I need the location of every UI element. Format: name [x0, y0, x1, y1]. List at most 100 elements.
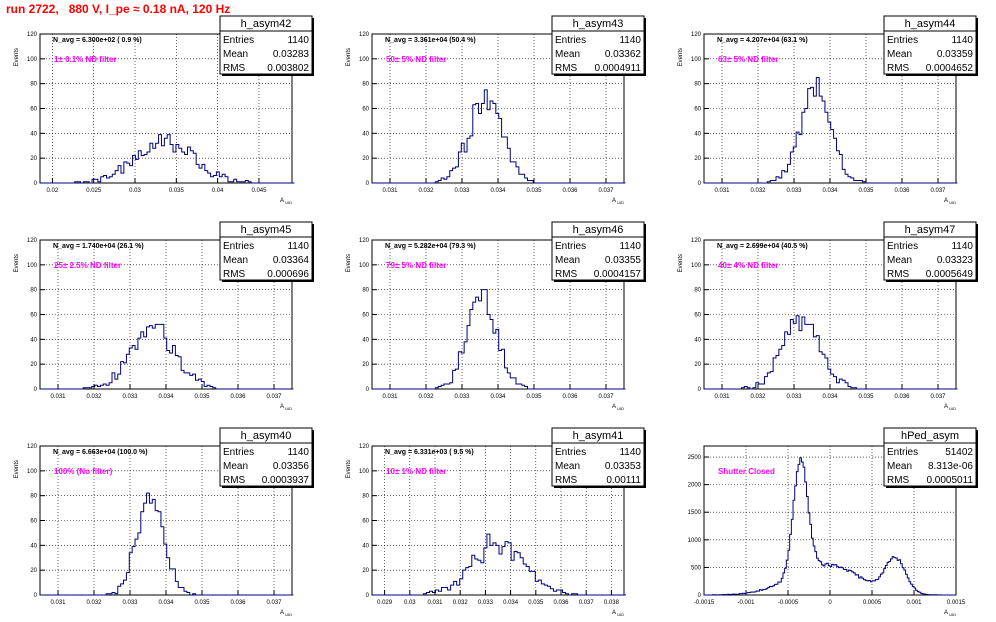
stats-label-mean: Mean [223, 255, 248, 266]
y-axis-label: Events [678, 254, 684, 272]
x-tick-label: 0.035 [858, 394, 874, 400]
x-tick-label: 0.035 [528, 600, 544, 606]
y-tick-label: 120 [359, 444, 370, 450]
histogram-panel-h_asym47: 0.031 0.032 0.033 0.034 0.035 0.036 0.037 0 20 40… [678, 221, 978, 411]
histogram-name: hPed_asym [901, 430, 959, 442]
y-tick-label: 500 [691, 565, 702, 571]
x-tick-label: 0.037 [598, 394, 614, 400]
x-tick-label: 0.033 [454, 394, 470, 400]
x-tick-label: 0.032 [750, 394, 766, 400]
histogram-name: h_asym46 [573, 224, 624, 236]
y-tick-label: 80 [362, 288, 369, 294]
stats-label-mean: Mean [887, 255, 912, 266]
x-tick-label: 0.037 [598, 188, 614, 194]
x-tick-label: 0.037 [579, 600, 595, 606]
y-tick-label: 40 [362, 543, 369, 549]
x-tick-label: 0.032 [750, 188, 766, 194]
stats-label-entries: Entries [555, 447, 586, 458]
stats-label-rms: RMS [555, 475, 578, 486]
histogram-panel-h_asym40: 0.031 0.032 0.033 0.034 0.035 0.036 0.037 0 20 40… [14, 427, 314, 617]
stats-box-frame [883, 221, 977, 281]
x-tick-label: 0.02 [47, 188, 59, 194]
y-tick-label: 60 [694, 107, 701, 113]
histogram-panel-h_asym45: 0.031 0.032 0.033 0.034 0.035 0.036 0.037 0 20 40… [14, 221, 314, 411]
stats-value-entries: 1140 [951, 35, 973, 46]
x-tick-label: 0.031 [50, 600, 66, 606]
navg-label: N_avg = 6.663e+04 (100.0 %) [53, 449, 148, 456]
histogram-line [372, 289, 626, 390]
histogram-panel-h_asym46: 0.031 0.032 0.033 0.034 0.035 0.036 0.037 0 20 40… [346, 221, 646, 411]
y-tick-label: 120 [359, 32, 370, 38]
stats-box-frame [219, 221, 313, 281]
stats-label-entries: Entries [555, 241, 586, 252]
x-tick-label: -0.0015 [694, 600, 715, 606]
stats-value-entries: 1140 [287, 241, 309, 252]
stats-box: h_asym44 Entries 1140 Mean 0.03359 RMS 0.00046… [883, 15, 978, 76]
histogram-line [704, 457, 956, 596]
stats-value-rms: 0.0003937 [262, 475, 310, 486]
x-axis-label: A UID [280, 610, 292, 617]
histogram-name: h_asym45 [241, 224, 292, 236]
histogram-panel-h_asym44: 0.031 0.032 0.033 0.034 0.035 0.036 0.037 0 20 40… [678, 15, 978, 205]
x-axis-label: A UID [944, 404, 956, 411]
x-tick-label: 0.036 [230, 394, 246, 400]
y-tick-label: 40 [362, 131, 369, 137]
y-tick-label: 60 [30, 313, 37, 319]
x-tick-label: 0.036 [230, 600, 246, 606]
x-tick-label: -0.001 [737, 600, 755, 606]
histogram-line [372, 533, 627, 596]
x-tick-label: 0.036 [553, 600, 569, 606]
histogram-name: h_asym41 [573, 430, 624, 442]
y-tick-label: 20 [362, 568, 369, 574]
navg-label: N_avg = 6.331e+03 ( 9.5 %) [385, 449, 474, 456]
y-tick-label: 100 [359, 57, 370, 63]
y-tick-label: 40 [30, 543, 37, 549]
y-tick-label: 80 [362, 494, 369, 500]
stats-value-entries: 1140 [287, 35, 309, 46]
y-tick-label: 40 [30, 131, 37, 137]
y-tick-label: 0 [34, 181, 38, 187]
y-tick-label: 2000 [688, 483, 702, 489]
y-tick-label: 40 [694, 131, 701, 137]
y-tick-label: 40 [30, 337, 37, 343]
x-axis-label: A UID [612, 198, 624, 205]
stats-value-entries: 1140 [619, 241, 641, 252]
y-tick-label: 2500 [688, 455, 702, 461]
x-tick-label: 0.037 [266, 600, 282, 606]
x-tick-label: 0.031 [714, 394, 730, 400]
y-tick-label: 20 [694, 156, 701, 162]
stats-box-frame [551, 15, 645, 75]
stats-label-mean: Mean [555, 49, 580, 60]
x-tick-label: 0.036 [562, 188, 578, 194]
x-tick-label: 0.032 [418, 188, 434, 194]
stats-value-mean: 0.03283 [273, 49, 310, 60]
histogram-name: h_asym47 [905, 224, 956, 236]
x-axis-label: A UID [280, 198, 292, 205]
histogram-line [40, 492, 294, 596]
y-tick-label: 20 [30, 568, 37, 574]
x-tick-label: 0.034 [822, 394, 838, 400]
x-tick-label: 0.036 [562, 394, 578, 400]
stats-label-mean: Mean [887, 49, 912, 60]
filter-annotation: 40± 4% ND filter [718, 261, 778, 270]
y-tick-label: 0 [366, 387, 370, 393]
histogram-line [704, 315, 958, 390]
stats-label-rms: RMS [223, 63, 246, 74]
stats-box: h_asym41 Entries 1140 Mean 0.03353 RMS 0.00111 [551, 427, 646, 488]
stats-value-rms: 0.0004157 [594, 269, 642, 280]
x-tick-label: 0.031 [382, 394, 398, 400]
stats-box-frame [219, 15, 313, 75]
x-tick-label: 0.034 [822, 188, 838, 194]
y-tick-label: 40 [694, 337, 701, 343]
y-tick-label: 0 [366, 181, 370, 187]
y-tick-label: 80 [30, 494, 37, 500]
y-tick-label: 0 [698, 593, 702, 599]
filter-annotation: 1± 0.1% ND filter [54, 55, 117, 64]
navg-label: N_avg = 3.361e+04 (50.4 %) [385, 37, 476, 44]
stats-box-frame [883, 15, 977, 75]
stats-label-mean: Mean [887, 461, 912, 472]
x-tick-label: 0.036 [894, 188, 910, 194]
histogram-line [40, 134, 295, 184]
x-tick-label: 0.035 [194, 394, 210, 400]
